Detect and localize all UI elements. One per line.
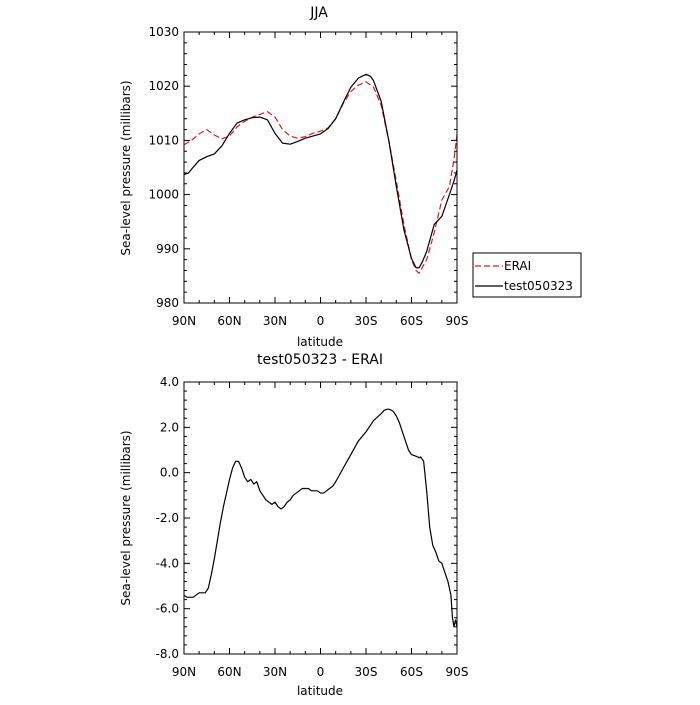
bottom-chart-series-group	[183, 408, 458, 628]
bottom-chart-x-tick-label: 30N	[263, 665, 287, 679]
legend-label-erai: ERAI	[504, 259, 531, 273]
top-chart-series-group	[183, 73, 458, 274]
top-chart-panel: JJA 90N 60N 30N 0 30S 60S 90S 980 990 1000 1010 102…	[119, 5, 582, 349]
bottom-chart-line-series-0	[183, 408, 458, 628]
bottom-chart-ticks-group: 90N 60N 30N 0 30S 60S 90S -8.0 -6.0 -4.0 -2.0 0.0 2.…	[156, 375, 469, 679]
top-chart-x-tick-label: 30S	[355, 314, 378, 328]
bottom-chart-y-tick-label: 4.0	[160, 375, 179, 389]
top-chart-y-axis-label: Sea-level pressure (millibars)	[119, 80, 133, 255]
legend-label-test050323: test050323	[504, 279, 573, 293]
bottom-chart-x-tick-label: 90N	[172, 665, 196, 679]
top-chart-y-tick-label: 1010	[148, 133, 179, 147]
bottom-chart-x-tick-label: 30S	[355, 665, 378, 679]
bottom-chart-title: test050323 - ERAI	[257, 352, 383, 368]
top-chart-x-tick-label: 90S	[446, 314, 469, 328]
top-chart-x-tick-label: 90N	[172, 314, 196, 328]
bottom-chart-x-tick-label: 60S	[400, 665, 423, 679]
legend-box	[472, 252, 582, 298]
bottom-chart-x-tick-label: 90S	[446, 665, 469, 679]
top-chart-y-tick-label: 980	[156, 296, 179, 310]
top-chart-x-tick-label: 30N	[263, 314, 287, 328]
top-chart-y-tick-label: 1000	[148, 188, 179, 202]
bottom-chart-y-axis-label: Sea-level pressure (millibars)	[119, 430, 133, 605]
top-chart-y-tick-label: 990	[156, 242, 179, 256]
top-chart-legend: ERAI test050323	[472, 252, 582, 298]
top-chart-x-tick-label: 60S	[400, 314, 423, 328]
bottom-chart-x-tick-label: 60N	[217, 665, 241, 679]
top-chart-x-axis-label: latitude	[297, 335, 343, 349]
bottom-chart-plot-frame	[183, 381, 458, 655]
top-chart-line-erai	[183, 81, 458, 274]
top-chart-x-tick-label: 0	[317, 314, 325, 328]
top-chart-line-test050323	[183, 73, 458, 269]
bottom-chart-x-axis-label: latitude	[297, 684, 343, 698]
top-chart-ticks-group: 90N 60N 30N 0 30S 60S 90S 980 990 1000 1010 1020 103…	[148, 25, 468, 328]
bottom-chart-x-tick-label: 0	[317, 665, 325, 679]
bottom-chart-y-tick-label: -2.0	[156, 511, 179, 525]
bottom-chart-y-tick-label: -8.0	[156, 647, 179, 661]
top-chart-y-tick-label: 1030	[148, 25, 179, 39]
top-chart-y-tick-label: 1020	[148, 79, 179, 93]
top-chart-plot-frame	[183, 31, 458, 304]
bottom-chart-y-tick-label: 0.0	[160, 466, 179, 480]
bottom-chart-y-tick-label: -4.0	[156, 556, 179, 570]
bottom-chart-panel: test050323 - ERAI 90N 60N 30N 0 30S 60S 90S -8.…	[119, 352, 468, 698]
top-chart-title: JJA	[309, 5, 328, 21]
bottom-chart-y-tick-label: 2.0	[160, 420, 179, 434]
bottom-chart-y-tick-label: -6.0	[156, 602, 179, 616]
top-chart-x-tick-label: 60N	[217, 314, 241, 328]
